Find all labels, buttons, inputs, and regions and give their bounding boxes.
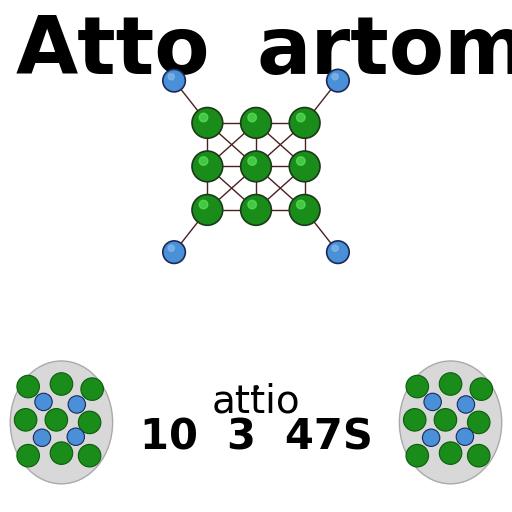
Circle shape — [248, 157, 257, 165]
Circle shape — [45, 409, 68, 431]
Circle shape — [68, 396, 86, 413]
Circle shape — [163, 241, 185, 264]
Circle shape — [439, 373, 462, 395]
Circle shape — [199, 157, 208, 165]
Circle shape — [192, 151, 223, 182]
Circle shape — [192, 108, 223, 138]
Circle shape — [248, 200, 257, 209]
Circle shape — [456, 428, 474, 445]
Circle shape — [467, 411, 490, 434]
Circle shape — [168, 245, 175, 251]
Circle shape — [17, 375, 39, 398]
Circle shape — [327, 69, 349, 92]
Text: 10  3  47S: 10 3 47S — [140, 417, 372, 459]
Circle shape — [424, 393, 441, 411]
Circle shape — [296, 200, 305, 209]
Text: attio: attio — [211, 383, 301, 421]
Circle shape — [78, 411, 101, 434]
Circle shape — [434, 409, 457, 431]
Circle shape — [67, 428, 84, 445]
Ellipse shape — [399, 361, 502, 484]
Circle shape — [403, 409, 426, 431]
Circle shape — [17, 444, 39, 467]
Circle shape — [35, 393, 52, 411]
Circle shape — [50, 373, 73, 395]
Circle shape — [296, 113, 305, 122]
Circle shape — [241, 195, 271, 225]
Circle shape — [78, 444, 101, 467]
Circle shape — [457, 396, 475, 413]
Circle shape — [168, 74, 175, 80]
Circle shape — [81, 378, 103, 400]
Circle shape — [289, 108, 320, 138]
Circle shape — [33, 429, 51, 446]
Circle shape — [467, 444, 490, 467]
Circle shape — [14, 409, 37, 431]
Circle shape — [406, 375, 429, 398]
Circle shape — [199, 113, 208, 122]
Circle shape — [192, 195, 223, 225]
Circle shape — [470, 378, 493, 400]
Circle shape — [289, 195, 320, 225]
Circle shape — [439, 442, 462, 464]
Circle shape — [406, 444, 429, 467]
Text: Atto: Atto — [15, 13, 210, 91]
Circle shape — [422, 429, 440, 446]
Circle shape — [241, 108, 271, 138]
Circle shape — [289, 151, 320, 182]
Circle shape — [332, 245, 338, 251]
Circle shape — [199, 200, 208, 209]
Circle shape — [332, 74, 338, 80]
Circle shape — [241, 151, 271, 182]
Circle shape — [327, 241, 349, 264]
Circle shape — [163, 69, 185, 92]
Circle shape — [296, 157, 305, 165]
Text: artoms: artoms — [256, 13, 512, 91]
Circle shape — [248, 113, 257, 122]
Circle shape — [50, 442, 73, 464]
Ellipse shape — [10, 361, 113, 484]
